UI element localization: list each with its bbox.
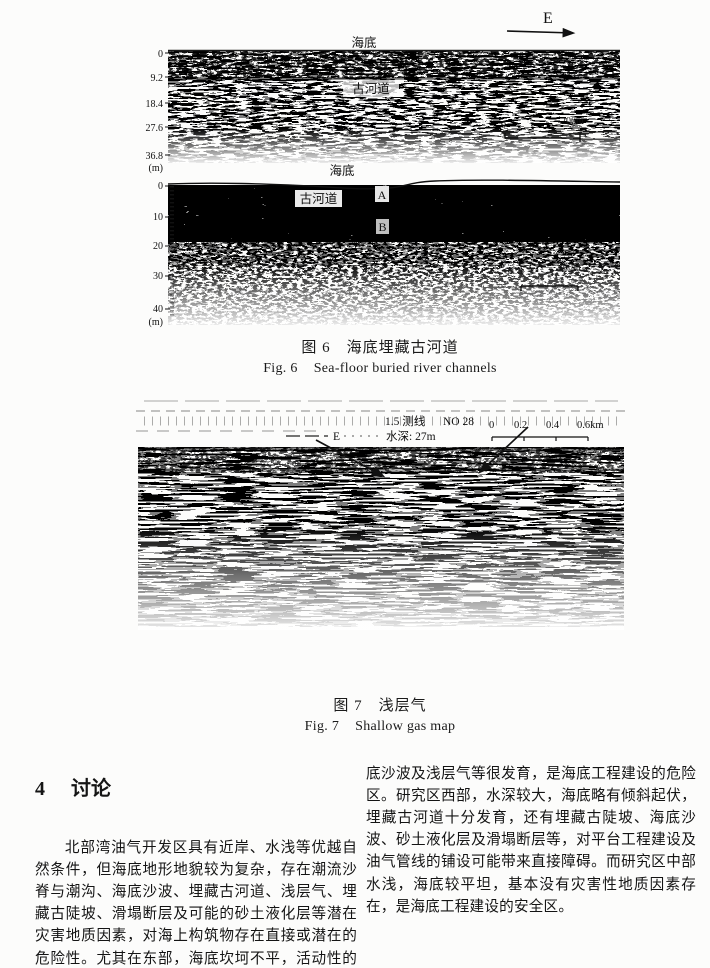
figure6-caption-cn-title: 海底埋藏古河道 bbox=[346, 340, 459, 356]
scale-tick-label: 0.2 bbox=[514, 420, 527, 431]
depth-axis-ticks-bottom bbox=[165, 185, 170, 310]
seismic-texture-sparse bbox=[138, 613, 624, 683]
figure6-seismic-profiles: 海底 0 9.2 18.4 27.6 36.8 (m) bbox=[146, 36, 621, 328]
direction-label: E bbox=[543, 10, 553, 27]
distance-scale: 0 0.2 0.4 0.6km bbox=[489, 420, 604, 441]
tick-label: 40 bbox=[153, 304, 163, 315]
survey-line-label: 1.5 测线 bbox=[385, 414, 426, 428]
tick-label: 36.8 bbox=[146, 151, 164, 162]
figure6-caption-en: Fig. 6 Sea-floor buried river channels bbox=[137, 361, 623, 377]
figure6-caption-cn-label: 图 6 bbox=[301, 340, 331, 356]
figure7-shallow-gas-record: 1.5 测线 NO 28 E 水深: 27m 0 0.2 0.4 0.6km bbox=[136, 400, 626, 683]
tick-label: 30 bbox=[153, 271, 163, 282]
scale-bar-top: 0 200m bbox=[501, 116, 584, 142]
tick-label: 0 bbox=[158, 181, 163, 192]
label-box bbox=[343, 80, 399, 97]
seabed-label-top: 海底 bbox=[351, 36, 376, 50]
depth-axis-top: 0 9.2 18.4 27.6 36.8 (m) bbox=[146, 49, 164, 174]
scale-bar-bottom: 0 200m bbox=[518, 262, 581, 291]
horizon-label-c: C bbox=[378, 247, 386, 261]
channel-label: 古河道 bbox=[352, 81, 390, 96]
section-heading-discussion: 4 讨论 bbox=[35, 772, 111, 801]
direction-indicator-east: E bbox=[506, 10, 576, 38]
scale-start: 0 bbox=[501, 120, 506, 131]
survey-line-number: NO 28 bbox=[443, 416, 474, 428]
scale-end: 200m bbox=[558, 262, 581, 273]
channel-annotation-bottom: 古河道 bbox=[295, 190, 342, 207]
scale-end: 200m bbox=[561, 116, 584, 127]
fig6-panel-bottom: 海底 0 10 20 30 40 (m) bbox=[149, 163, 621, 328]
scale-start: 0 bbox=[518, 266, 523, 277]
strong-reflector bbox=[138, 447, 624, 451]
scale-tick-label: 0 bbox=[489, 420, 494, 431]
figure7-caption-en: Fig. 7 Shallow gas map bbox=[137, 719, 623, 735]
section-number: 4 bbox=[35, 778, 45, 800]
east-arrow-icon bbox=[506, 27, 576, 38]
tick-label: 18.4 bbox=[146, 99, 164, 110]
horizon-label-a: A bbox=[378, 188, 387, 202]
section-title: 讨论 bbox=[71, 778, 111, 800]
seismic-texture-dark-layer bbox=[168, 185, 620, 242]
depth-axis-ticks-top bbox=[165, 52, 170, 156]
channel-annotation-top: 古河道 bbox=[343, 80, 399, 97]
scale-tick-label: 0.6km bbox=[577, 420, 604, 431]
gas-pointer-arrow-right bbox=[478, 426, 529, 474]
direction-label-east: E bbox=[333, 431, 340, 443]
figure6-caption-cn: 图 6 海底埋藏古河道 bbox=[137, 336, 623, 357]
water-depth-label: 水深: 27m bbox=[386, 429, 436, 443]
channel-label: 古河道 bbox=[300, 191, 338, 206]
tick-label: 9.2 bbox=[151, 73, 164, 84]
tick-label: 10 bbox=[153, 212, 163, 223]
label-box bbox=[375, 186, 389, 202]
texture-fade bbox=[168, 128, 620, 163]
discussion-right-column: 底沙波及浅层气等很发育，是海底工程建设的危险区。研究区西部，水深较大，海底略有倾… bbox=[366, 765, 696, 915]
scale-tick-label: 0.4 bbox=[546, 420, 560, 431]
figure7-caption-cn: 图 7 浅层气 bbox=[137, 694, 623, 715]
figure7-caption-cn-label: 图 7 bbox=[333, 698, 363, 714]
label-box bbox=[295, 190, 342, 207]
texture-fade bbox=[168, 262, 620, 325]
strong-reflector bbox=[138, 468, 624, 471]
fig6-panel-top: 海底 0 9.2 18.4 27.6 36.8 (m) bbox=[146, 36, 620, 174]
figure6-caption-en-label: Fig. 6 bbox=[263, 361, 298, 376]
timing-lines bbox=[212, 50, 574, 163]
depth-axis-bottom: 0 10 20 30 40 (m) bbox=[149, 181, 163, 328]
horizon-a-annotation: A bbox=[375, 186, 389, 202]
figure7-caption-en-label: Fig. 7 bbox=[304, 719, 340, 734]
tick-label: 0 bbox=[158, 49, 163, 60]
figure7-caption-en-title: Shallow gas map bbox=[355, 719, 456, 734]
label-box bbox=[376, 219, 389, 234]
figure7-caption: 图 7 浅层气 Fig. 7 Shallow gas map bbox=[137, 694, 623, 735]
horizon-label-b: B bbox=[378, 220, 386, 234]
figure7-caption-cn-title: 浅层气 bbox=[378, 698, 427, 714]
seismic-texture-dark-band bbox=[168, 50, 620, 78]
figure6-caption-en-title: Sea-floor buried river channels bbox=[313, 361, 497, 376]
tick-label: 20 bbox=[153, 241, 163, 252]
tick-label: 27.6 bbox=[146, 123, 164, 134]
axis-unit: (m) bbox=[149, 317, 163, 328]
discussion-left-column: 北部湾油气开发区具有近岸、水浅等优越自然条件，但海底地形地貌较为复杂，存在潮流沙… bbox=[35, 839, 357, 967]
horizon-b-annotation: B bbox=[376, 219, 389, 234]
texture-fade bbox=[138, 526, 624, 630]
figure6-caption: 图 6 海底埋藏古河道 Fig. 6 Sea-floor buried river … bbox=[137, 336, 623, 377]
seabed-label-bottom: 海底 bbox=[329, 163, 354, 178]
axis-unit: (m) bbox=[149, 163, 163, 174]
gas-pointer-arrow-left bbox=[315, 439, 386, 478]
